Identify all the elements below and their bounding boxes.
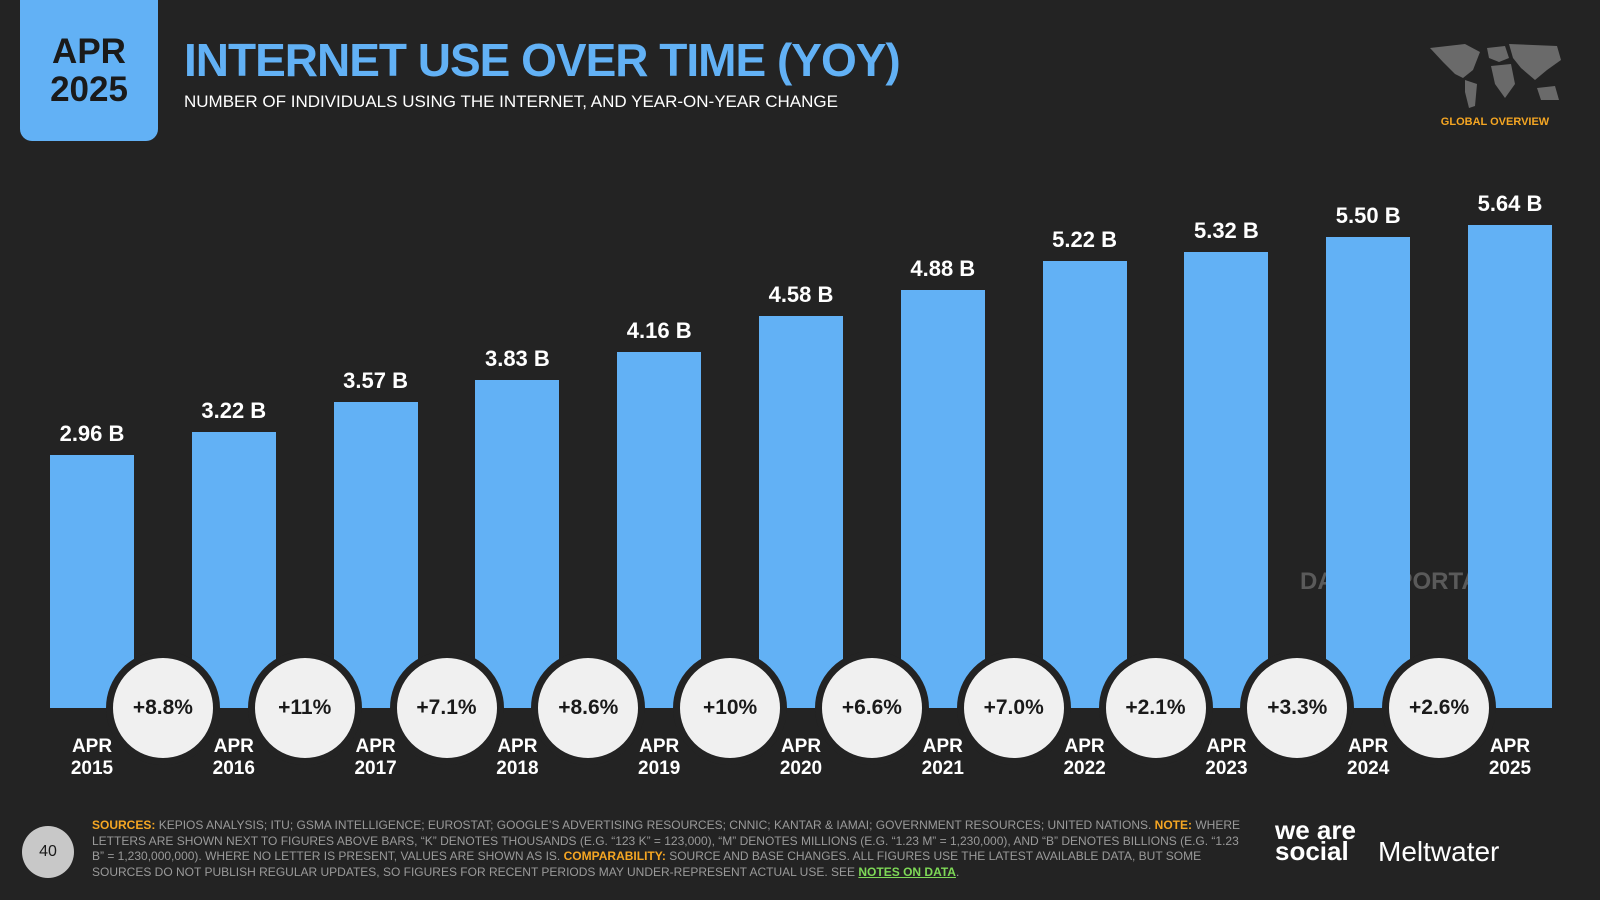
bar [1468, 225, 1552, 708]
footnote-text: NOTES ON DATA [858, 864, 956, 879]
value-label: 3.83 B [484, 346, 550, 371]
map-shape [1430, 44, 1561, 108]
title: INTERNET USE OVER TIME (YOY) [184, 34, 901, 86]
change-bubble: +7.1% [389, 651, 504, 765]
footnote: SOURCES: KEPIOS ANALYSIS; ITU; GSMA INTE… [92, 818, 1242, 880]
bar [617, 351, 702, 708]
footnote-text: SOURCE AND BASE CHANGES. ALL FIGURES USE… [92, 849, 1202, 879]
value-label: 5.22 B [1052, 226, 1117, 252]
x-tick-label: APR 2015 [70, 736, 114, 779]
badge-text: APR 2025 [50, 31, 128, 109]
x-tick-label: APR 2021 [921, 736, 964, 779]
change-bubble: +2.1% [1098, 651, 1213, 765]
change-bubble: +8.8% [105, 651, 220, 765]
value-label: 5.32 B [1193, 218, 1259, 244]
section-label: GLOBAL OVERVIEW [1440, 116, 1550, 128]
footnote-text: KEPIOS ANALYSIS; ITU; GSMA INTELLIGENCE;… [158, 818, 1152, 832]
bar [759, 315, 843, 708]
value-label: 5.50 B [1335, 202, 1401, 228]
change-label: +6.6% [841, 696, 902, 719]
change-bubble: +7.0% [956, 651, 1071, 765]
brand-logo: we are social [1275, 815, 1356, 866]
footnote-text: . [955, 864, 960, 879]
value-label: 4.16 B [626, 317, 692, 343]
x-tick-label: APR 2025 [1488, 736, 1532, 779]
change-label: +7.0% [983, 696, 1044, 719]
value-label: 4.58 B [768, 281, 834, 307]
x-tick-label: APR 2023 [1205, 736, 1248, 779]
brand-logo: Meltwater [1378, 836, 1500, 867]
change-bubble: +11% [247, 651, 362, 765]
change-label: +3.3% [1267, 696, 1328, 719]
bar [1326, 236, 1411, 708]
x-tick-label: APR 2016 [212, 736, 255, 779]
change-label: +10% [702, 696, 758, 719]
change-label: +8.6% [558, 696, 619, 719]
bar [1184, 252, 1269, 708]
x-tick-label: APR 2018 [496, 736, 539, 779]
x-tick-label: APR 2020 [779, 736, 823, 779]
value-label: 5.64 B [1477, 191, 1543, 216]
bar [50, 454, 134, 708]
subtitle: NUMBER OF INDIVIDUALS USING THE INTERNET… [184, 92, 838, 111]
world-map-icon [1430, 44, 1561, 108]
change-bubble: +2.6% [1382, 651, 1497, 765]
footnote-text: SOURCES: [92, 818, 156, 832]
page-number: 40 [22, 826, 74, 878]
bar [191, 432, 276, 708]
bar [900, 290, 985, 708]
footnote-text: COMPARABILITY: [563, 849, 666, 863]
change-bubble: +10% [673, 651, 788, 765]
value-label: 2.96 B [59, 420, 125, 446]
change-bubble: +3.3% [1240, 651, 1355, 765]
x-tick-label: APR 2017 [354, 736, 397, 779]
x-tick-label: APR 2024 [1347, 736, 1390, 779]
change-label: +2.1% [1125, 696, 1186, 719]
value-label: 3.22 B [201, 398, 267, 424]
change-label: +8.8% [132, 696, 193, 719]
change-bubble: +8.6% [531, 651, 646, 765]
date-badge: APR 2025 [20, 0, 158, 141]
footnote-text: NOTE: [1154, 818, 1193, 832]
change-label: +7.1% [416, 696, 477, 719]
x-tick-label: APR 2022 [1063, 736, 1106, 779]
value-label: 4.88 B [910, 256, 976, 282]
x-tick-label: APR 2019 [638, 736, 681, 779]
change-label: +11% [278, 696, 332, 719]
change-label: +2.6% [1409, 696, 1470, 719]
value-label: 3.57 B [343, 368, 408, 394]
bar [1042, 260, 1127, 708]
bar [475, 380, 560, 708]
change-bubble: +6.6% [814, 651, 929, 765]
footnote-text: WHERE LETTERS ARE SHOWN NEXT TO FIGURES … [92, 818, 1241, 863]
bar [333, 402, 418, 708]
